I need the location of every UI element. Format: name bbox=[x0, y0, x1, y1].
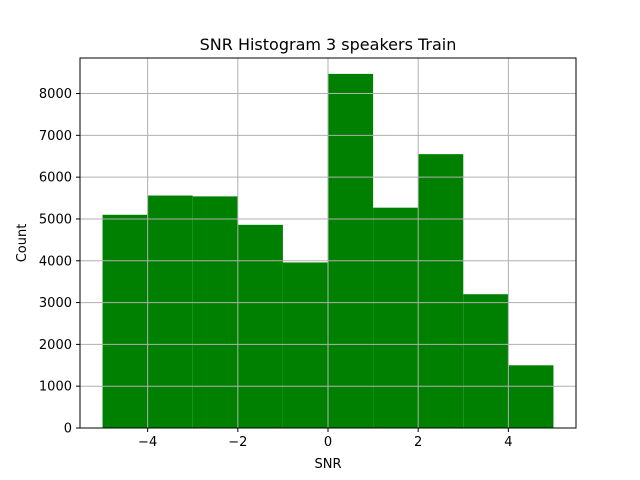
x-tick-label-3: 2 bbox=[414, 435, 422, 450]
histogram-bar-9 bbox=[508, 365, 554, 428]
histogram-bar-4 bbox=[282, 262, 328, 428]
y-tick-label-7: 7000 bbox=[39, 129, 72, 144]
y-tick-label-2: 2000 bbox=[39, 338, 72, 353]
histogram-bar-0 bbox=[102, 214, 148, 428]
histogram-bar-1 bbox=[147, 195, 193, 428]
x-tick-label-4: 4 bbox=[504, 435, 512, 450]
y-tick-label-1: 1000 bbox=[39, 380, 72, 395]
y-tick-label-5: 5000 bbox=[39, 212, 72, 227]
y-tick-label-4: 4000 bbox=[39, 254, 72, 269]
y-tick-label-6: 6000 bbox=[39, 171, 72, 186]
x-tick-label-1: −2 bbox=[228, 435, 247, 450]
y-axis-label: Count bbox=[15, 224, 30, 263]
y-tick-label-8: 8000 bbox=[39, 87, 72, 102]
y-tick-label-0: 0 bbox=[64, 422, 72, 437]
histogram-bars bbox=[80, 58, 576, 429]
histogram-bar-8 bbox=[463, 294, 509, 428]
x-tick-label-0: −4 bbox=[138, 435, 157, 450]
histogram-bar-5 bbox=[328, 73, 374, 428]
x-tick-label-2: 0 bbox=[324, 435, 332, 450]
y-tick-label-3: 3000 bbox=[39, 296, 72, 311]
plot-frame bbox=[79, 57, 577, 429]
x-axis-label: SNR bbox=[314, 457, 341, 472]
chart-title: SNR Histogram 3 speakers Train bbox=[200, 35, 457, 54]
histogram-bar-7 bbox=[418, 154, 464, 428]
histogram-bar-2 bbox=[192, 196, 238, 428]
axis-ticks: −4 −2 0 2 4 0 1000 2000 3000 4000 5000 6000 7000 8000 bbox=[39, 87, 513, 450]
histogram-bar-6 bbox=[373, 207, 419, 428]
histogram-bar-3 bbox=[237, 224, 283, 428]
